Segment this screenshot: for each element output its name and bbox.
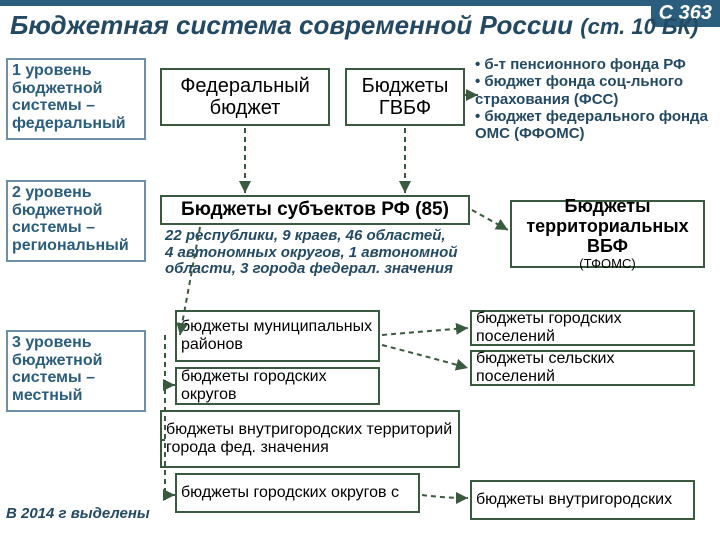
- title-sub: (ст. 10 БК): [580, 14, 698, 39]
- node-gvbf: Бюджеты ГВБФ: [345, 68, 465, 126]
- node-tvbf: Бюджеты территориальных ВБФ (ТФОМС): [510, 200, 705, 268]
- page-title: Бюджетная система современной России (ст…: [10, 10, 698, 41]
- level1-label: 1 уровень бюджетной системы – федеральны…: [6, 58, 146, 140]
- subjects-detail: 22 республики, 9 краев, 46 областей, 4 а…: [165, 228, 475, 278]
- node-munic-raion: бюджеты муниципальных районов: [175, 310, 380, 362]
- node-vnutrigorod: бюджеты внутригородских территорий город…: [160, 410, 460, 468]
- node-city-settlement: бюджеты городских поселений: [470, 310, 695, 346]
- level2-label: 2 уровень бюджетной системы – региональн…: [6, 180, 146, 262]
- title-main: Бюджетная система современной России: [10, 10, 573, 40]
- footer-note: В 2014 г выделены: [6, 505, 150, 522]
- gvbf-bullets: • б-т пенсионного фонда РФ • бюджет фонд…: [475, 56, 715, 142]
- node-city-okrug-s: бюджеты городских округов с: [175, 473, 420, 513]
- node-vnutrigorod-raion: бюджеты внутригородских: [470, 480, 695, 520]
- node-federal-budget: Федеральный бюджет: [160, 68, 330, 126]
- node-subjects: Бюджеты субъектов РФ (85): [160, 195, 470, 225]
- topbar: [0, 0, 720, 6]
- tvbf-text: Бюджеты территориальных ВБФ: [516, 197, 699, 256]
- level3-label: 3 уровень бюджетной системы – местный: [6, 330, 146, 412]
- tvbf-suffix: (ТФОМС): [579, 257, 635, 271]
- node-city-okrug: бюджеты городских округов: [175, 367, 380, 405]
- node-rural-settlement: бюджеты сельских поселений: [470, 350, 695, 386]
